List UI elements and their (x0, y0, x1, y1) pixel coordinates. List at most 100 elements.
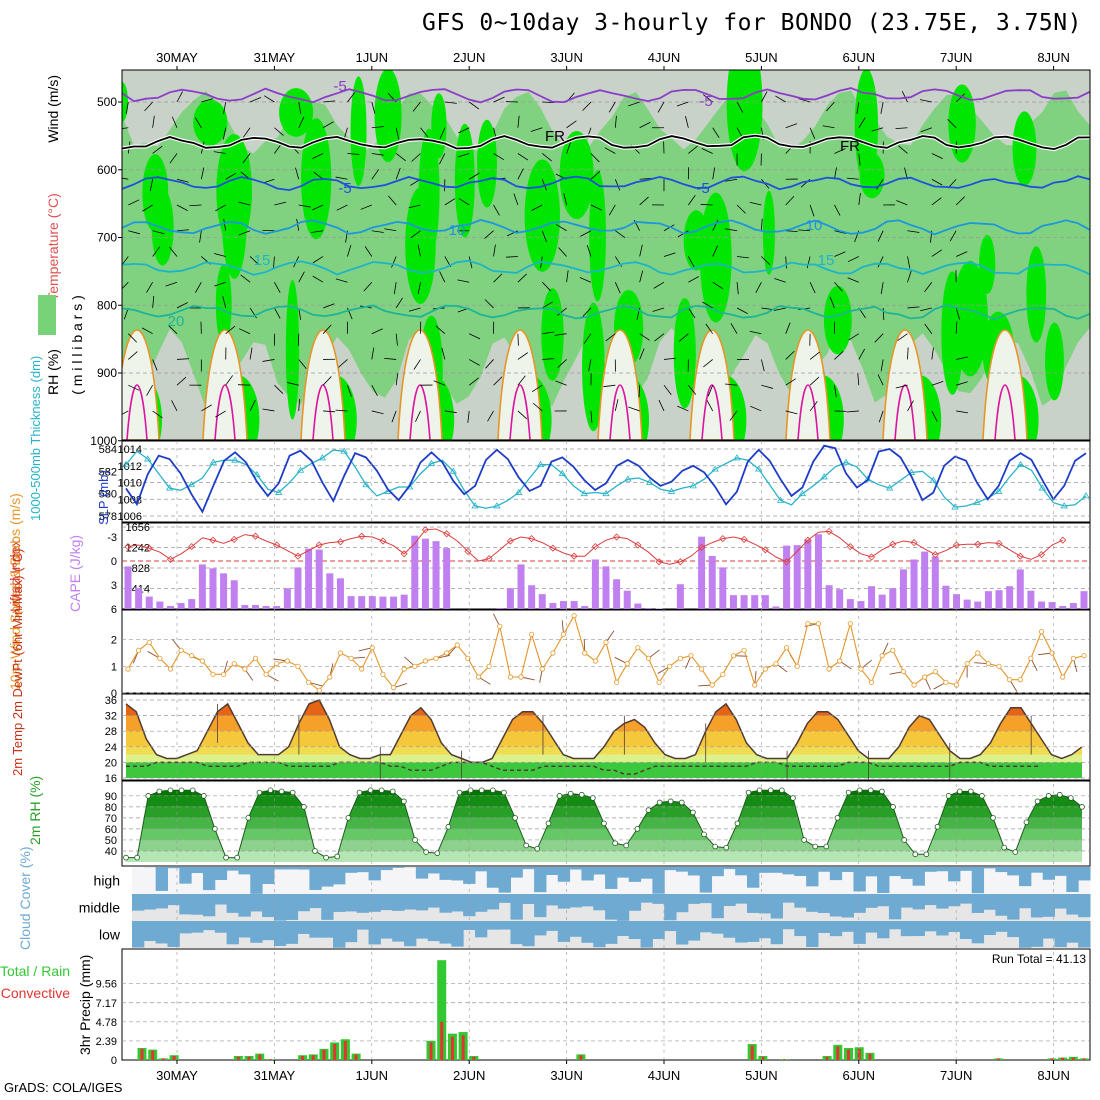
thickness-marker (602, 489, 610, 497)
cloud-cell (628, 894, 642, 911)
rh-marker (178, 787, 185, 794)
wind-barb (834, 281, 843, 292)
wind-barb (152, 295, 155, 308)
wind-barb (663, 252, 676, 257)
wind-barb (761, 218, 763, 231)
wind-barb (878, 410, 884, 423)
wind-barb (809, 401, 818, 412)
cloud-cell (888, 867, 902, 877)
x-tick-label-bottom: 8JUN (1037, 1068, 1070, 1083)
wind-barb (653, 281, 665, 289)
wind-barb (809, 282, 816, 294)
cloud-cell (522, 921, 535, 947)
wind-barb (420, 127, 429, 138)
x-tick-label-bottom: 30MAY (156, 1068, 198, 1083)
precip-tick-label: 2.39 (96, 1036, 117, 1048)
cape-bar (517, 564, 525, 609)
cloud-cell (534, 867, 547, 893)
cloud-cell (1054, 867, 1067, 876)
li-marker (825, 527, 833, 535)
wind-barb (874, 333, 884, 343)
cloud-cell (676, 921, 689, 945)
cross-section-area: -5 -5 FR FR -5 -5 10 10 15 15 20 (122, 70, 1090, 440)
cloud-cell (1007, 894, 1020, 920)
cape-bar (1048, 602, 1056, 609)
cape-bar (294, 567, 302, 609)
wind-barb (907, 230, 920, 233)
wind-barb (388, 195, 397, 206)
cloud-cell (226, 867, 239, 871)
cloud-cell (557, 894, 571, 909)
panel-frame-slp (121, 440, 1091, 523)
rh-marker (267, 787, 274, 794)
cloud-cell (676, 894, 689, 913)
wind-barb (144, 101, 153, 112)
wind-barb (702, 94, 713, 103)
cloud-cell (593, 867, 606, 875)
wind-barb (542, 358, 555, 360)
wind-barb (956, 251, 968, 257)
cape-bar (942, 585, 950, 609)
cloud-cell (474, 867, 488, 872)
wind-barb (347, 92, 356, 103)
precip-conv-bar (825, 1056, 829, 1060)
li-marker (952, 541, 961, 549)
wind-barb (152, 359, 158, 371)
cloud-cell (321, 894, 334, 920)
wind-barb (517, 115, 520, 128)
cape-bar (496, 608, 504, 609)
wind10-marker (444, 650, 450, 656)
temp-isotherm-warm (701, 384, 723, 440)
wind-barb (125, 101, 129, 114)
li-tick-label: 0 (111, 556, 117, 568)
wind-barb (249, 307, 257, 319)
thickness-marker (362, 480, 370, 488)
thickness-marker (187, 480, 196, 488)
cloud-cell (699, 867, 713, 893)
contour-label: 15 (818, 252, 835, 269)
li-marker (273, 541, 281, 549)
wind-barb (298, 271, 305, 283)
cloud-cell (297, 894, 310, 912)
wind-barb (312, 256, 324, 264)
cloud-cell (924, 894, 937, 906)
wind-barb (149, 179, 154, 192)
cross-section-ylabel-units: ( m i l l i b a r s ) (69, 295, 85, 395)
cape-bar (273, 606, 281, 609)
thickness-marker (624, 475, 632, 482)
rh-marker (156, 788, 163, 795)
wind-barb (295, 167, 300, 180)
thickness-marker (122, 460, 130, 468)
wind-barb (856, 101, 860, 114)
cloud-cell (853, 894, 866, 913)
wind-barb (189, 204, 202, 207)
temp-tick-label: 36 (105, 695, 117, 707)
wind10-marker (911, 682, 917, 688)
cloud-cell (817, 867, 831, 872)
precip-conv-bar (1071, 1057, 1075, 1060)
thickness-marker (580, 489, 588, 497)
cloud-cell (794, 867, 807, 877)
cloud-cell (368, 867, 381, 881)
wind-barb (222, 127, 227, 140)
rh-marker (834, 815, 841, 821)
rh-marker (656, 799, 663, 806)
wind10-marker (645, 655, 652, 661)
wind-barb (487, 410, 494, 422)
cape-bar (411, 535, 419, 609)
wind10-marker (199, 658, 205, 664)
cloud-cell (676, 867, 689, 872)
cloud-cell (368, 894, 381, 912)
cape-bar (910, 559, 918, 609)
wind10-marker (401, 666, 407, 672)
wind-barb (274, 201, 287, 206)
rh-marker (123, 854, 129, 861)
rh-ylabel: 2m RH (%) (27, 776, 43, 845)
cloud-cell (167, 921, 180, 947)
precip-conv-bar (301, 1056, 305, 1060)
wind-barb (858, 348, 866, 360)
wind10-marker (953, 682, 960, 688)
cape-bar (326, 573, 334, 609)
temp-isotherm-warm (126, 384, 148, 440)
